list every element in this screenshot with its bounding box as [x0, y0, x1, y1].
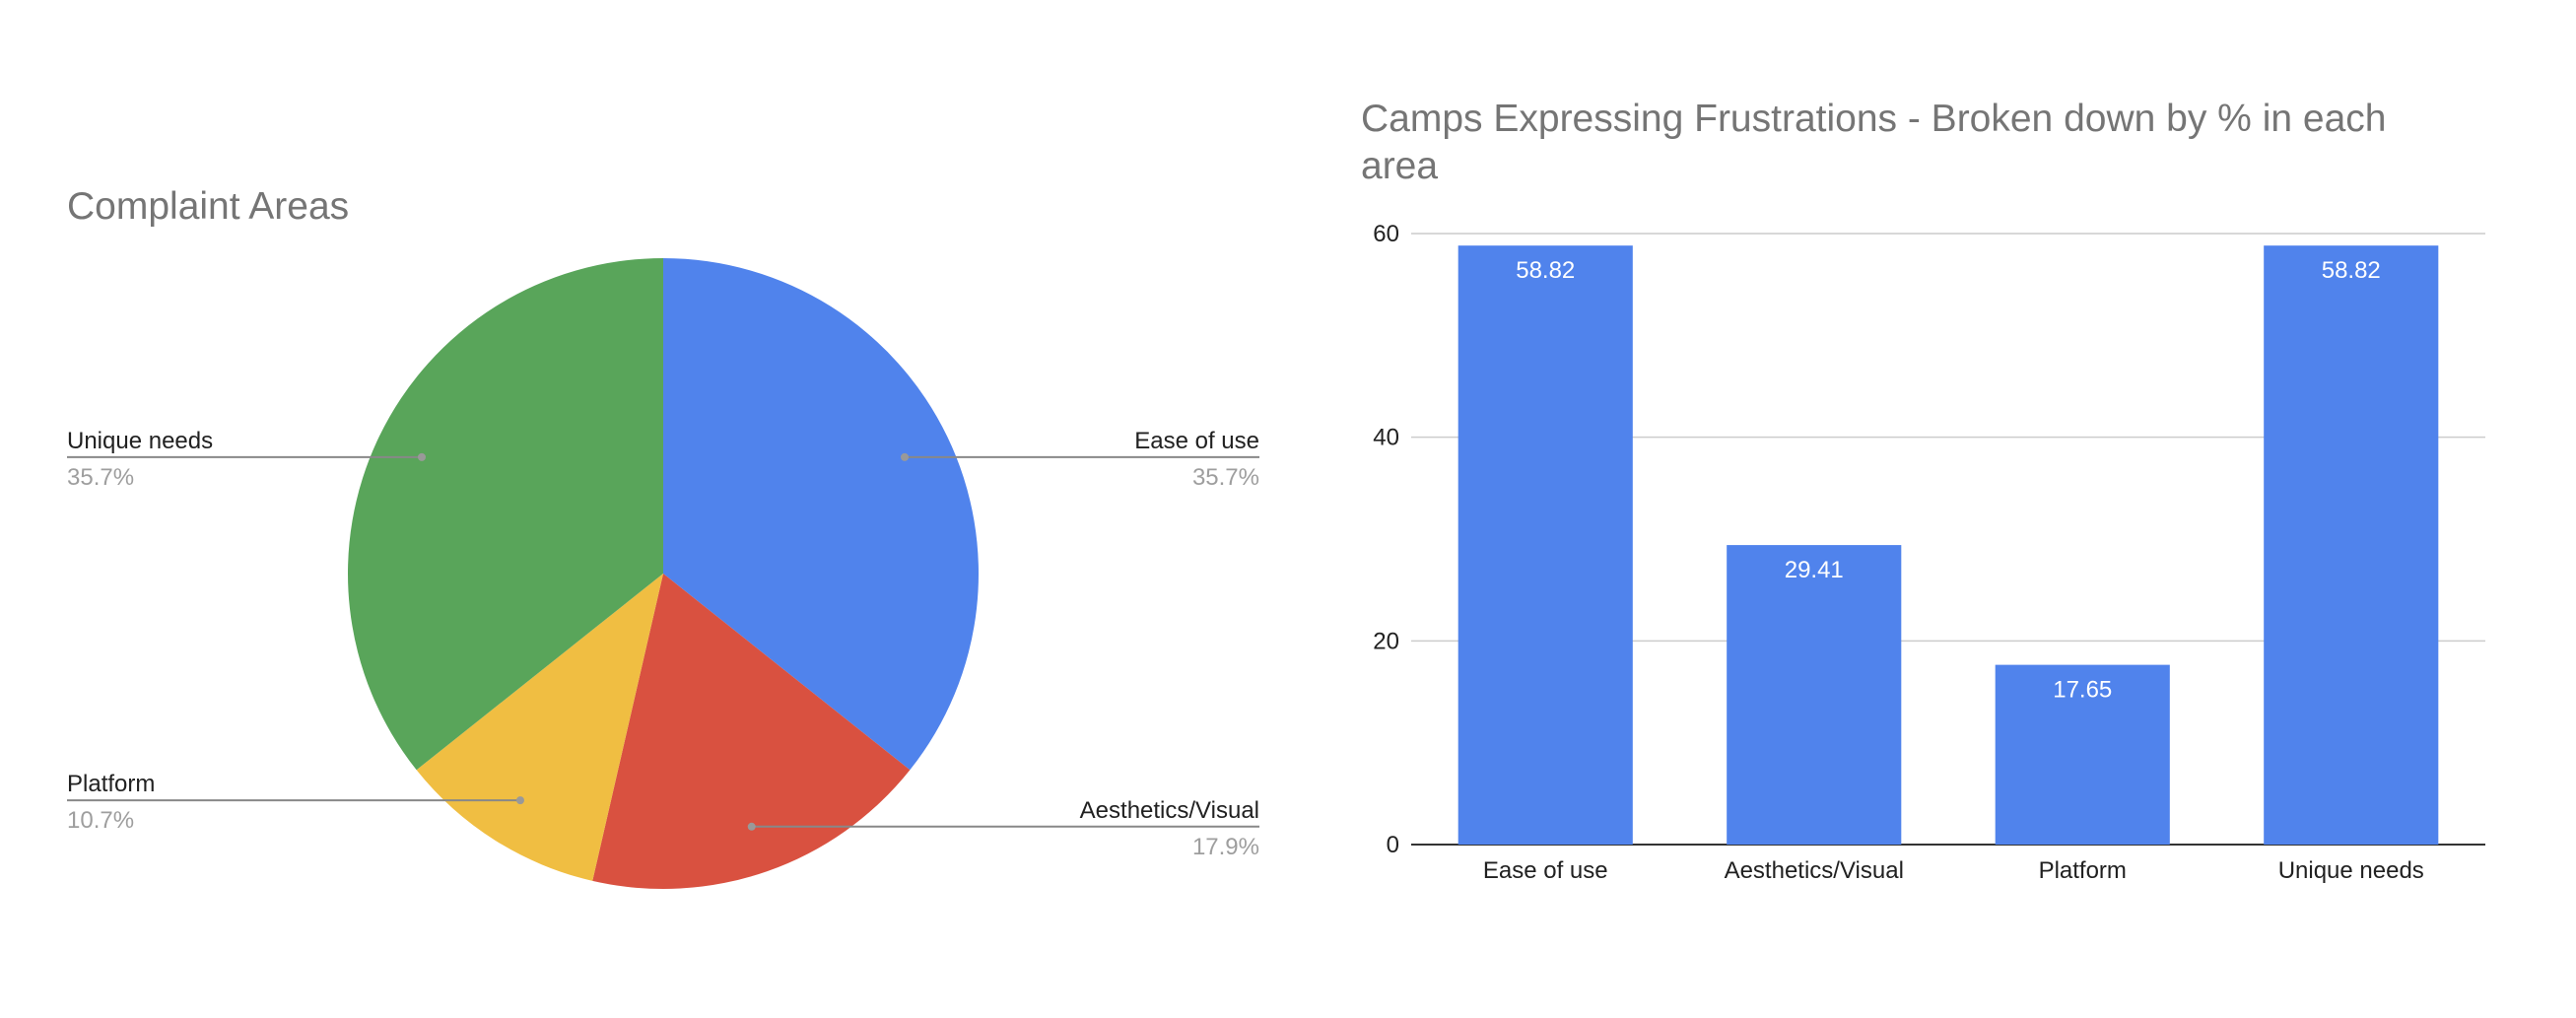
bar-chart-title: Camps Expressing Frustrations - Broken d…	[1361, 98, 2397, 187]
bar-value-label-unique-needs: 58.82	[2322, 257, 2381, 284]
bar-chart: Camps Expressing Frustrations - Broken d…	[1361, 98, 2485, 884]
pie-labels: Ease of use 35.7% Aesthetics/Visual 17.9% Pl…	[67, 428, 1259, 860]
bar-unique-needs	[2264, 245, 2439, 845]
pie-leader-dot-ease-of-use	[901, 452, 910, 461]
bar-bars: 58.82 29.41 17.65 58.82	[1457, 245, 2439, 845]
pie-leader-dot-platform	[515, 796, 524, 805]
pie-leader-dot-unique-needs	[417, 452, 426, 461]
bar-ease-of-use	[1457, 245, 1633, 845]
pie-chart: Complaint Areas Ease of use 35.7% Aestheti…	[67, 185, 1259, 889]
pie-slice-aesthetics-visual	[592, 574, 911, 889]
bar-x-tick-unique-needs: Unique needs	[2278, 857, 2424, 884]
bar-value-label-platform: 17.65	[2053, 677, 2112, 704]
pie-label-platform: Platform	[67, 771, 155, 797]
bar-y-tick-labels: 0 20 40 60	[1373, 221, 1399, 858]
pie-slice-unique-needs	[348, 258, 663, 771]
pie-percent-platform: 10.7%	[67, 807, 134, 834]
bar-y-tick-40: 40	[1373, 425, 1399, 451]
bar-x-tick-platform: Platform	[2039, 857, 2127, 884]
bar-chart-title-line-2: area	[1361, 145, 1438, 187]
bar-value-label-ease-of-use: 58.82	[1516, 257, 1575, 284]
bar-chart-title-line-1: Camps Expressing Frustrations - Broken d…	[1361, 98, 2386, 140]
bar-platform	[1995, 664, 2170, 845]
pie-label-ease-of-use: Ease of use	[1134, 428, 1259, 454]
pie-percent-unique-needs: 35.7%	[67, 464, 134, 491]
pie-label-unique-needs: Unique needs	[67, 428, 213, 454]
pie-percent-aesthetics-visual: 17.9%	[1192, 834, 1259, 860]
pie-chart-title: Complaint Areas	[67, 185, 349, 228]
pie-leader-dot-aesthetics-visual	[747, 822, 756, 831]
bar-x-tick-ease-of-use: Ease of use	[1483, 857, 1608, 884]
bar-y-tick-20: 20	[1373, 628, 1399, 654]
pie-label-aesthetics-visual: Aesthetics/Visual	[1080, 797, 1259, 824]
bar-y-tick-0: 0	[1387, 832, 1399, 858]
pie-slices	[348, 258, 980, 889]
bar-x-tick-labels: Ease of use Aesthetics/Visual Platform Uniq…	[1483, 857, 2424, 884]
bar-aesthetics-visual	[1727, 545, 1902, 845]
bar-value-label-aesthetics-visual: 29.41	[1785, 557, 1844, 583]
bar-x-tick-aesthetics-visual: Aesthetics/Visual	[1725, 857, 1904, 884]
pie-slice-platform	[416, 574, 663, 881]
bar-y-tick-60: 60	[1373, 221, 1399, 247]
pie-percent-ease-of-use: 35.7%	[1192, 464, 1259, 491]
pie-slice-ease-of-use	[663, 258, 980, 771]
